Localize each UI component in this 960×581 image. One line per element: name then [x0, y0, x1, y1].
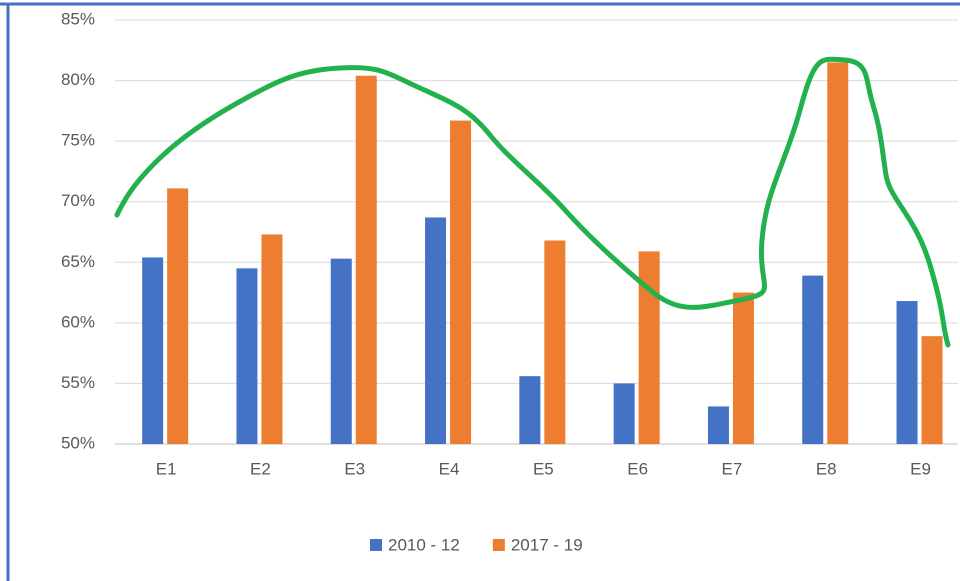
bar	[921, 336, 943, 444]
bar	[425, 217, 447, 444]
legend-swatch	[492, 539, 505, 551]
y-tick-label: 75%	[61, 131, 95, 150]
bar	[613, 383, 635, 444]
bar	[330, 258, 352, 444]
bar	[261, 234, 283, 444]
bar	[827, 62, 849, 445]
y-tick-label: 70%	[61, 191, 95, 210]
x-tick-label: E2	[250, 459, 271, 478]
x-tick-label: E3	[344, 459, 365, 478]
bar	[896, 301, 918, 444]
bar	[450, 120, 472, 444]
bar	[236, 268, 258, 444]
x-tick-label: E7	[722, 459, 743, 478]
bar	[519, 376, 541, 444]
bar	[732, 292, 754, 444]
legend-swatch	[370, 539, 382, 551]
bar	[355, 75, 377, 445]
x-tick-label: E6	[627, 459, 648, 478]
bar	[544, 240, 566, 444]
x-tick-label: E8	[816, 459, 837, 478]
legend-label: 2017 - 19	[511, 535, 583, 554]
y-tick-label: 85%	[61, 9, 95, 28]
bar	[707, 406, 729, 444]
hand-drawn-curve	[114, 56, 951, 348]
y-tick-label: 80%	[61, 70, 95, 89]
x-tick-label: E4	[439, 459, 460, 478]
y-tick-label: 55%	[61, 373, 95, 392]
bar	[638, 251, 660, 444]
x-tick-label: E5	[533, 459, 554, 478]
y-tick-label: 65%	[61, 252, 95, 271]
y-tick-label: 50%	[61, 433, 95, 452]
bar	[167, 188, 189, 444]
x-tick-label: E9	[910, 459, 931, 478]
bar	[802, 275, 824, 444]
x-tick-label: E1	[156, 459, 177, 478]
y-tick-label: 60%	[61, 312, 95, 331]
bar	[142, 257, 164, 444]
legend-label: 2010 - 12	[388, 535, 460, 554]
